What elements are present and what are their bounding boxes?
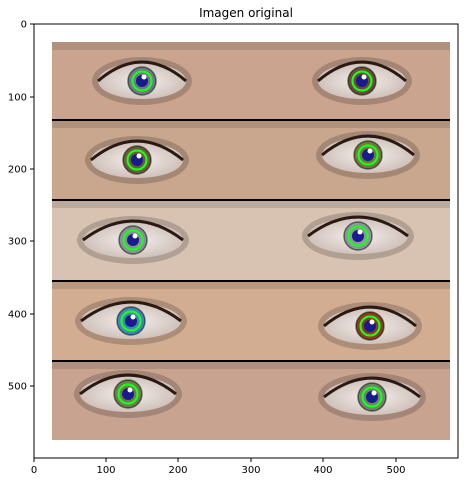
eye-strip-1 bbox=[52, 42, 450, 120]
x-tick-label: 400 bbox=[313, 465, 332, 476]
x-tick-label: 100 bbox=[96, 465, 115, 476]
pupil-highlight bbox=[136, 153, 142, 159]
detection-circle bbox=[351, 70, 373, 92]
lash-line bbox=[82, 219, 184, 242]
eye-strip-2 bbox=[52, 120, 450, 200]
lash-line bbox=[321, 134, 415, 157]
detection-circle bbox=[120, 310, 142, 332]
x-tick-label: 500 bbox=[386, 465, 405, 476]
iris-ring bbox=[113, 379, 143, 409]
pupil-highlight bbox=[130, 314, 136, 320]
pupil-highlight bbox=[141, 74, 147, 80]
detection-circle bbox=[361, 386, 383, 408]
pupil-highlight bbox=[132, 233, 138, 239]
pupil-highlight bbox=[127, 387, 133, 393]
detection-circle bbox=[126, 149, 148, 171]
y-tick-label: 0 bbox=[21, 20, 27, 31]
pupil-highlight bbox=[371, 390, 377, 396]
pupil-highlight bbox=[367, 148, 373, 154]
left-eye bbox=[77, 216, 189, 264]
y-tick-label: 100 bbox=[8, 93, 27, 104]
iris-ring bbox=[357, 382, 387, 412]
iris-ring bbox=[118, 225, 148, 255]
eyes-photo bbox=[52, 42, 450, 440]
x-tick-label: 0 bbox=[31, 465, 37, 476]
right-eye bbox=[302, 212, 414, 260]
figure-title: Imagen original bbox=[199, 6, 293, 20]
right-eye bbox=[312, 57, 412, 105]
x-tick-label: 300 bbox=[241, 465, 260, 476]
x-tick-label: 200 bbox=[168, 465, 187, 476]
y-tick-label: 400 bbox=[8, 310, 27, 321]
lash-line bbox=[97, 60, 187, 83]
eye-strip-3 bbox=[52, 200, 450, 281]
detection-circle bbox=[131, 70, 153, 92]
right-eye bbox=[318, 373, 426, 421]
left-eye bbox=[74, 370, 182, 418]
right-eye bbox=[318, 302, 422, 350]
left-eye bbox=[75, 297, 187, 345]
iris-ring bbox=[347, 66, 377, 96]
lash-line bbox=[317, 60, 407, 83]
brow-shade bbox=[52, 200, 450, 208]
pupil-highlight bbox=[357, 229, 363, 235]
iris-ring bbox=[343, 221, 373, 251]
right-eye bbox=[316, 131, 420, 179]
pupil-highlight bbox=[369, 319, 375, 325]
iris-ring bbox=[353, 140, 383, 170]
x-axis: 0 100 200 300 400 500 bbox=[31, 458, 406, 476]
left-eye bbox=[85, 136, 189, 184]
y-tick-label: 500 bbox=[8, 382, 27, 393]
detection-circle bbox=[122, 229, 144, 251]
y-tick-label: 200 bbox=[8, 165, 27, 176]
detection-circle bbox=[357, 144, 379, 166]
lash-line bbox=[323, 305, 417, 328]
lash-line bbox=[79, 373, 177, 396]
brow-shade bbox=[52, 42, 450, 50]
iris-ring bbox=[116, 306, 146, 336]
lash-line bbox=[90, 139, 184, 162]
iris-ring bbox=[355, 311, 385, 341]
detection-circle bbox=[117, 383, 139, 405]
lash-line bbox=[80, 300, 182, 323]
detection-circle bbox=[359, 315, 381, 337]
pupil-highlight bbox=[361, 74, 367, 80]
lash-line bbox=[307, 215, 409, 238]
eye-strip-4 bbox=[52, 281, 450, 361]
y-axis: 0 100 200 300 400 500 bbox=[8, 20, 34, 393]
left-eye bbox=[92, 57, 192, 105]
eye-strip-5 bbox=[52, 361, 450, 440]
brow-shade bbox=[52, 361, 450, 369]
detection-circle bbox=[347, 225, 369, 247]
brow-shade bbox=[52, 281, 450, 289]
iris-ring bbox=[127, 66, 157, 96]
y-tick-label: 300 bbox=[8, 237, 27, 248]
brow-shade bbox=[52, 120, 450, 128]
lash-line bbox=[323, 376, 421, 399]
iris-ring bbox=[122, 145, 152, 175]
